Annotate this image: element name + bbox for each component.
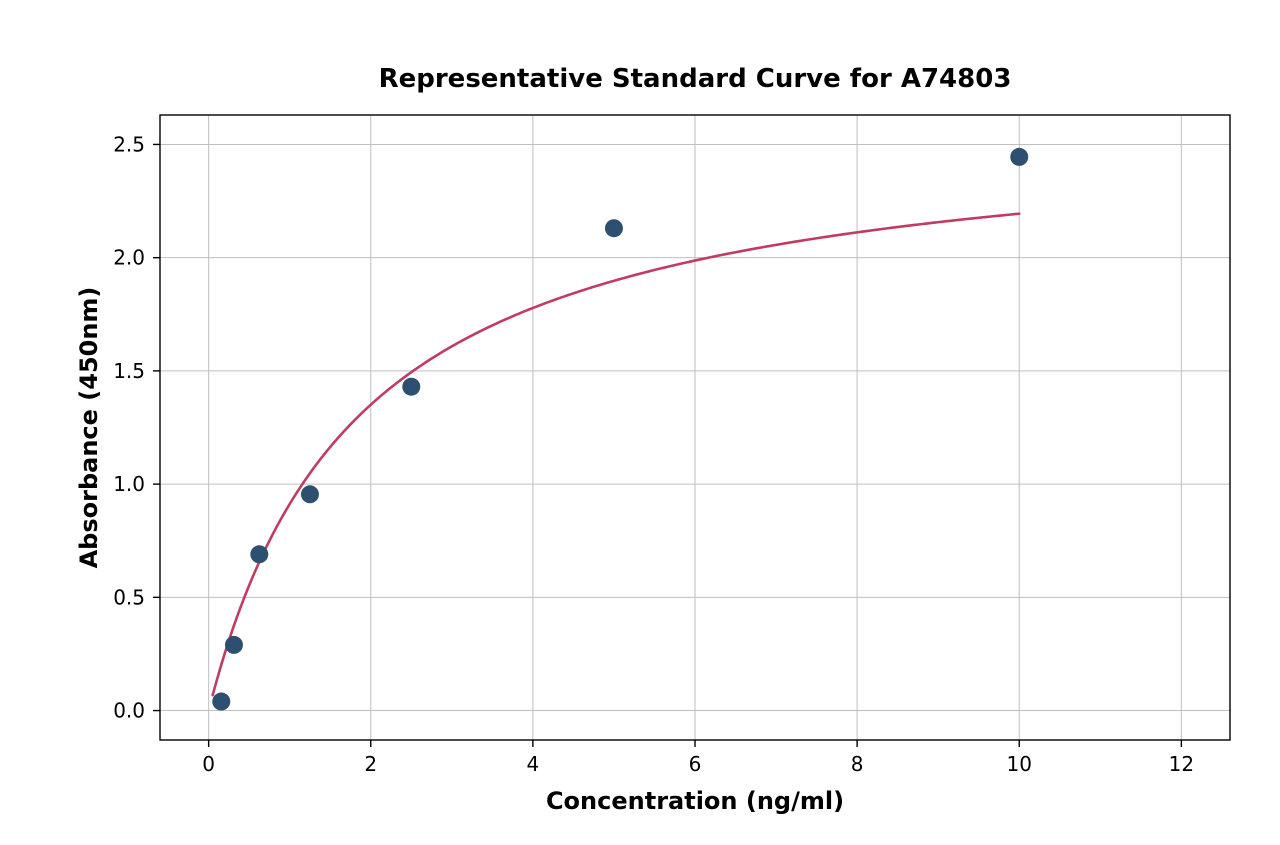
chart-container: 0 2 4 6 8 10 12 0.0 0.5 1.0 1.5 2.0 2.5 Concentration… <box>0 0 1280 845</box>
x-tick-label: 10 <box>1007 752 1032 776</box>
data-point <box>301 485 319 503</box>
x-axis-label: Concentration (ng/ml) <box>546 787 844 815</box>
data-point <box>212 693 230 711</box>
y-tick-label: 1.0 <box>113 472 145 496</box>
y-axis-label: Absorbance (450nm) <box>75 287 103 569</box>
y-tick-label: 0.0 <box>113 699 145 723</box>
y-tick-label: 2.0 <box>113 246 145 270</box>
data-point <box>250 545 268 563</box>
data-point <box>225 636 243 654</box>
y-tick-label: 1.5 <box>113 359 145 383</box>
standard-curve-chart: 0 2 4 6 8 10 12 0.0 0.5 1.0 1.5 2.0 2.5 Concentration… <box>0 0 1280 845</box>
y-tick-label: 0.5 <box>113 585 145 609</box>
x-tick-label: 8 <box>851 752 864 776</box>
y-tick-label: 2.5 <box>113 132 145 156</box>
data-point <box>1010 148 1028 166</box>
data-point <box>605 219 623 237</box>
x-tick-label: 6 <box>689 752 702 776</box>
x-tick-label: 0 <box>202 752 215 776</box>
data-point <box>402 378 420 396</box>
x-tick-label: 2 <box>364 752 377 776</box>
chart-title: Representative Standard Curve for A74803 <box>379 64 1012 94</box>
x-tick-label: 12 <box>1169 752 1194 776</box>
x-tick-label: 4 <box>527 752 540 776</box>
